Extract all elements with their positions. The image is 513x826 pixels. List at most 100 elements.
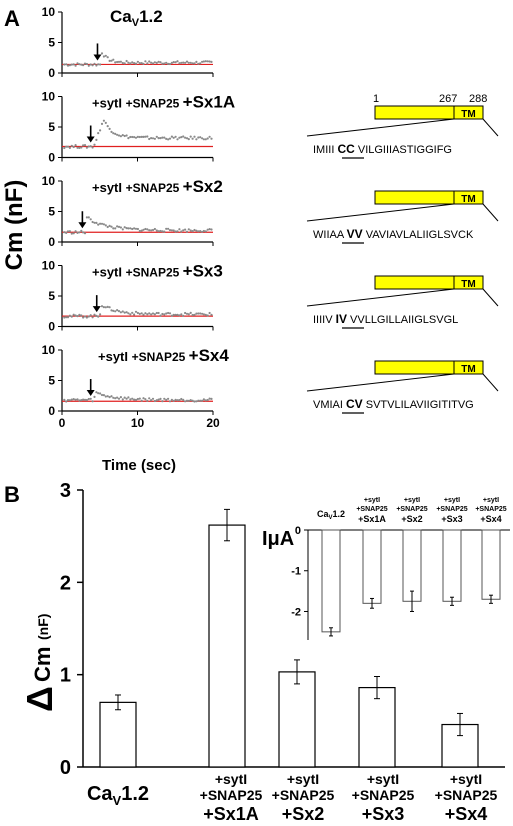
trace-point: [112, 309, 115, 312]
category-label: +sytI: [215, 771, 247, 787]
trace-point: [176, 60, 179, 63]
panel-a-ylabel: Cm (nF): [1, 180, 28, 271]
trace-point: [63, 316, 66, 319]
y-tick-label: 10: [42, 259, 56, 273]
trace-point: [80, 63, 83, 66]
trace-point: [117, 310, 121, 313]
trace-point: [174, 313, 177, 316]
trace-point: [100, 222, 104, 225]
trace-point: [153, 137, 156, 140]
trace-point: [123, 396, 126, 399]
trace-point: [155, 311, 158, 315]
trace-point: [202, 60, 205, 63]
trace-point: [85, 216, 88, 219]
trace-point: [72, 63, 75, 66]
tm-diagram: TM VMIAI CV SVTVLILAVIIGITITVG: [306, 360, 499, 414]
trace-point: [161, 136, 164, 139]
trace-point: [201, 399, 204, 402]
trace-point: [125, 59, 128, 63]
trace-point: [153, 313, 156, 316]
trace-point: [176, 313, 179, 316]
tm-sequence: VMIAI CV SVTVLILAVIIGITITVG: [313, 397, 474, 411]
trace-point: [172, 61, 175, 64]
trace-point: [168, 229, 172, 232]
trace-point: [136, 227, 139, 231]
tm-connector: [306, 288, 455, 307]
inset-bar: [481, 529, 501, 600]
panel-b-letter: B: [4, 482, 20, 507]
trace-point: [142, 313, 145, 316]
trace-point: [72, 232, 75, 235]
trace-point: [167, 62, 170, 65]
trace-point: [163, 397, 166, 400]
trace-point: [85, 62, 88, 66]
trace-point: [66, 316, 70, 319]
trace-point: [210, 137, 213, 140]
trace-point: [140, 399, 143, 402]
trace-point: [210, 313, 213, 316]
trace-point: [66, 145, 70, 148]
trace-point: [163, 62, 166, 65]
trace-point: [89, 314, 92, 317]
trace-point: [95, 138, 98, 141]
trace-point: [102, 223, 105, 226]
y-tick-label: 0: [48, 404, 55, 418]
trace-point: [87, 397, 90, 401]
trace-point: [204, 313, 207, 316]
trace-point: [102, 394, 105, 397]
trace-point: [201, 230, 204, 233]
trace-point: [97, 392, 100, 395]
trace-point: [174, 398, 177, 401]
trace-point: [185, 312, 189, 315]
trace-point: [155, 229, 158, 232]
trace-point: [100, 122, 104, 125]
trace-point: [80, 314, 83, 317]
trace-point: [106, 395, 109, 398]
trace-panels: 0 5 10 CaV1.2 0 5 10 +sytI +SNAP25 +Sx1A 0 5 10 +sy…: [42, 5, 235, 430]
tm-bar: [374, 105, 484, 120]
trace-point: [89, 145, 92, 148]
trace-point: [191, 137, 194, 140]
trace-point: [197, 62, 200, 65]
trace-point: [168, 137, 172, 140]
trace-point: [146, 313, 149, 316]
trace-point: [76, 146, 79, 149]
trace-point: [172, 399, 175, 402]
inset-category-label: +sytI: [444, 497, 460, 504]
trace-panel: 0 5 10 +sytI +SNAP25 +Sx1A: [42, 90, 235, 165]
trace-point: [114, 397, 117, 400]
trace-point: [85, 398, 88, 402]
trace-point: [125, 134, 128, 137]
trace-point: [167, 138, 170, 141]
trace-point: [82, 398, 85, 401]
trace-point: [129, 313, 132, 316]
trace-point: [180, 313, 183, 316]
category-label: CaV1.2: [87, 783, 149, 808]
bar: [99, 701, 137, 768]
trace-point: [185, 230, 189, 233]
trace-point: [99, 313, 102, 316]
category-label: +Sx3: [362, 804, 405, 824]
trace-point: [182, 135, 185, 138]
trace-point: [146, 62, 149, 65]
trace-point: [140, 62, 143, 65]
trace-point: [172, 229, 175, 232]
trace-point: [133, 227, 136, 230]
trace-point: [204, 399, 207, 402]
trace-point: [74, 64, 77, 67]
trace-point: [170, 314, 173, 317]
trace-point: [129, 62, 132, 65]
trace-point: [138, 312, 141, 315]
trace-point: [70, 232, 73, 235]
trace-point: [91, 316, 94, 319]
trace-point: [134, 62, 138, 65]
trace-point: [68, 314, 71, 317]
trace-point: [100, 393, 104, 397]
trace-point: [63, 231, 66, 234]
trace-point: [151, 228, 155, 232]
inset-bar: [402, 529, 422, 602]
category-label: +sytI: [367, 771, 399, 787]
trace-point: [114, 310, 117, 313]
trace-point: [63, 398, 66, 401]
trace-point: [106, 56, 109, 59]
